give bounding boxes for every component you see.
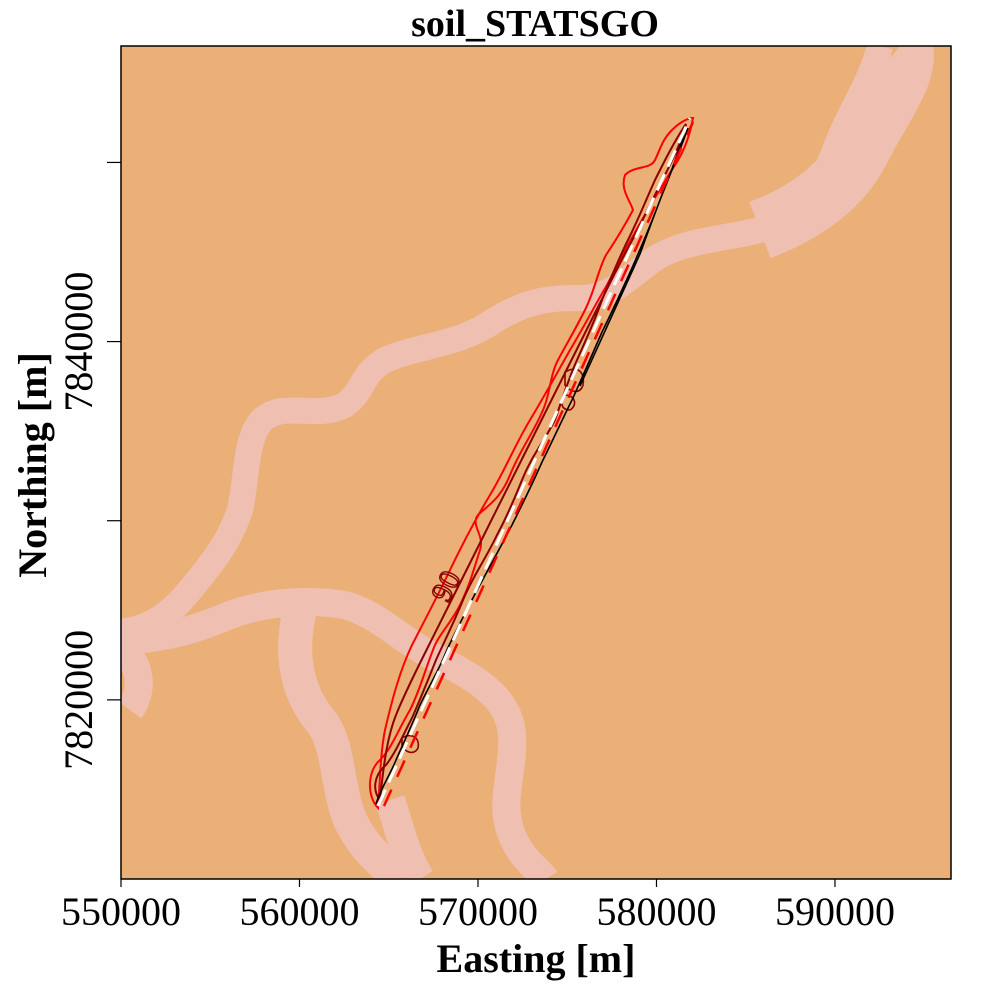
- y-axis: 7820000 7840000: [56, 161, 121, 770]
- plot-area: 90: [120, 45, 952, 880]
- plot-frame: [120, 45, 952, 880]
- x-tick-label: 570000: [418, 889, 538, 934]
- centerline-white: [376, 117, 692, 807]
- y-axis-label: Northing [m]: [10, 352, 55, 578]
- contour-inner-darkred: [374, 123, 687, 803]
- centerline-red: [382, 121, 695, 807]
- x-tick-label: 590000: [775, 889, 895, 934]
- river-band-tributary: [121, 588, 558, 879]
- x-tick-label: 580000: [596, 889, 716, 934]
- river-band-loop: [278, 605, 412, 879]
- y-tick-label: 7840000: [56, 272, 101, 412]
- x-axis: 550000 560000 570000 580000 590000: [61, 879, 895, 934]
- contour-outer-red: [369, 116, 695, 811]
- contour-core-black: [375, 127, 689, 805]
- river-band-bottom: [375, 795, 433, 879]
- river-soil-layer: [121, 46, 934, 879]
- map-title: soil_STATSGO: [411, 3, 659, 45]
- x-axis-label: Easting [m]: [437, 936, 636, 981]
- x-tick-label: 550000: [61, 889, 181, 934]
- fault-contours: 90: [369, 116, 695, 811]
- x-tick-label: 560000: [239, 889, 359, 934]
- y-tick-label: 7820000: [56, 630, 101, 770]
- river-band-upper: [749, 46, 934, 259]
